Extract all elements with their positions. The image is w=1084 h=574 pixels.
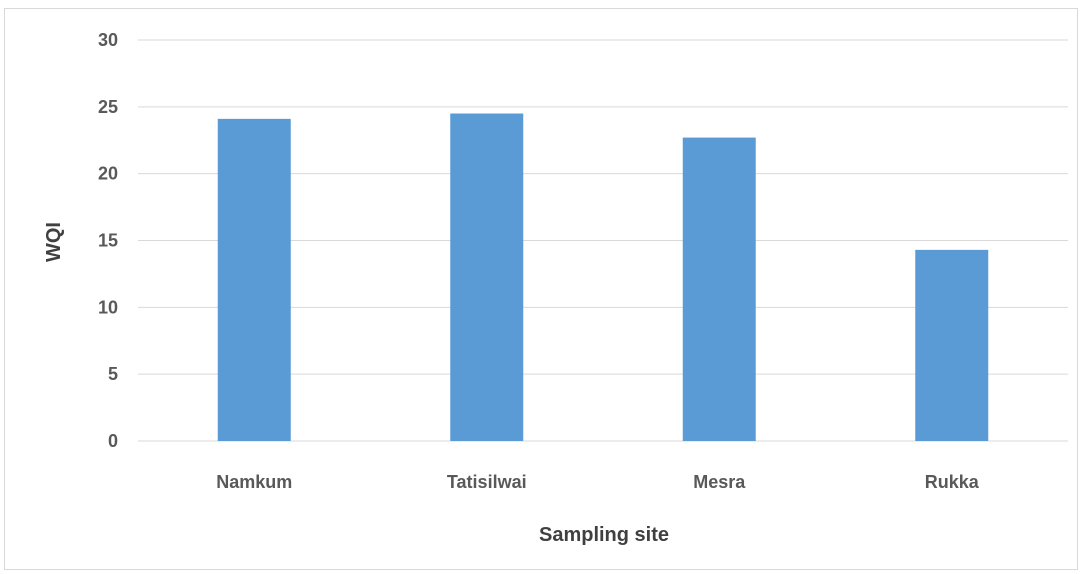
chart-frame [4, 8, 1078, 570]
bar-mesra [682, 137, 756, 441]
x-tick-label: Tatisilwai [447, 472, 527, 492]
x-tick-label: Mesra [693, 472, 746, 492]
y-tick-label: 10 [98, 297, 118, 317]
y-tick-label: 25 [98, 97, 118, 117]
bars [217, 113, 989, 442]
x-axis-ticks: Namkum Tatisilwai Mesra Rukka [216, 472, 980, 492]
x-axis-title: Sampling site [539, 524, 669, 546]
y-tick-label: 20 [98, 164, 118, 184]
y-tick-label: 15 [98, 231, 118, 251]
bar-namkum [217, 118, 291, 441]
bar-rukka [915, 249, 989, 441]
y-axis-title: WQI [43, 222, 65, 262]
gridlines [138, 39, 1068, 442]
y-axis-ticks: 0 5 10 15 20 25 30 [98, 30, 118, 451]
y-tick-label: 0 [108, 431, 118, 451]
y-tick-label: 30 [98, 30, 118, 50]
x-tick-label: Namkum [216, 472, 292, 492]
y-tick-label: 5 [108, 364, 118, 384]
x-tick-label: Rukka [925, 472, 980, 492]
bar-tatisilwai [450, 113, 524, 442]
